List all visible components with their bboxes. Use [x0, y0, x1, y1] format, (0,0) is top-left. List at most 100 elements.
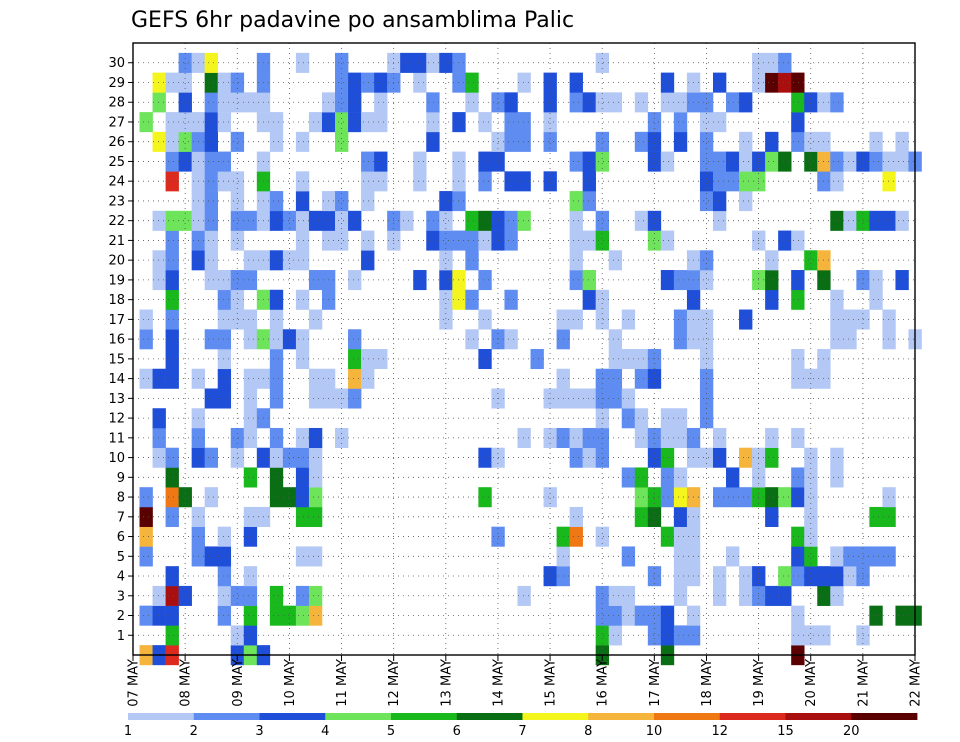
precip-cell — [374, 72, 388, 93]
precip-cell — [869, 151, 883, 172]
precip-cell — [295, 506, 310, 527]
precip-cell — [269, 368, 284, 389]
precip-cell — [295, 546, 310, 567]
precip-cell — [582, 388, 596, 409]
precip-cell — [282, 329, 297, 350]
precip-cell — [230, 427, 245, 449]
precip-cell — [282, 487, 297, 508]
precip-cell — [869, 270, 883, 291]
precip-cell — [830, 467, 844, 488]
precip-cell — [791, 230, 805, 251]
precip-cell — [269, 487, 284, 508]
precip-cell — [465, 250, 479, 271]
precip-cell — [726, 92, 740, 113]
precip-cell — [243, 92, 258, 113]
precip-cell — [569, 526, 583, 547]
precip-cell — [699, 191, 714, 212]
precip-cell — [165, 230, 179, 251]
precip-cell — [295, 487, 310, 508]
precip-cell — [712, 566, 727, 587]
precip-cell — [348, 368, 362, 389]
precip-cell — [673, 427, 688, 449]
precip-cell — [139, 546, 153, 567]
precip-cell — [699, 309, 714, 330]
precip-cell — [765, 585, 779, 606]
colorbar-segment — [325, 713, 392, 720]
precip-cell — [217, 526, 232, 547]
precip-cell — [582, 191, 596, 212]
colorbar-label: 2 — [190, 724, 198, 739]
y-tick-label: 25 — [108, 155, 125, 170]
precip-cell — [830, 309, 844, 330]
precip-cell — [269, 250, 284, 271]
precip-cell — [243, 605, 258, 626]
precip-cell — [204, 92, 219, 113]
precip-cell — [504, 230, 518, 251]
precip-cell — [152, 270, 166, 291]
precip-cell — [712, 72, 727, 93]
precip-cell — [308, 506, 323, 527]
precip-cell — [165, 72, 179, 93]
precip-cell — [269, 112, 284, 133]
precip-cell — [608, 349, 623, 370]
precip-cell — [165, 467, 179, 488]
precip-cell — [243, 270, 258, 291]
precip-cell — [517, 171, 531, 192]
precip-cell — [152, 427, 166, 449]
precip-cell — [243, 388, 258, 409]
precip-cell — [712, 210, 727, 231]
precip-cell — [165, 309, 179, 330]
precip-cell — [204, 131, 219, 152]
precip-cell — [504, 171, 518, 192]
precip-cell — [204, 388, 219, 409]
precip-cell — [269, 210, 284, 231]
precip-cell — [165, 566, 179, 587]
precip-cell — [335, 131, 349, 152]
precip-cell — [647, 112, 662, 133]
precip-cell — [595, 585, 610, 606]
precip-cell — [517, 585, 531, 606]
precip-cell — [308, 605, 323, 626]
precip-cell — [230, 230, 245, 251]
precip-cell — [739, 309, 753, 330]
precip-cell — [765, 131, 779, 152]
precip-cell — [739, 566, 753, 587]
precip-cell — [230, 72, 245, 93]
precip-cell — [673, 329, 688, 350]
precip-cell — [348, 72, 362, 93]
plot-frame — [132, 42, 916, 656]
colorbar-segment — [128, 713, 195, 720]
precip-cell — [673, 585, 688, 606]
precip-cell — [165, 585, 179, 606]
precip-cell — [361, 112, 375, 133]
precip-cell — [843, 566, 857, 587]
precip-cell — [165, 151, 179, 172]
precip-cell — [569, 427, 583, 449]
precip-cell — [843, 329, 857, 350]
precip-cell — [361, 368, 375, 389]
precip-cell — [165, 250, 179, 271]
x-tick-label: 19 MAY — [752, 659, 767, 707]
precip-cell — [765, 506, 779, 527]
precip-cell — [647, 349, 662, 370]
precip-cell — [178, 585, 192, 606]
precip-cell — [634, 467, 649, 488]
precip-cell — [595, 309, 610, 330]
precip-cell — [595, 131, 610, 152]
precip-cell — [869, 131, 883, 152]
precip-cell — [673, 92, 688, 113]
precip-cell — [374, 349, 388, 370]
precip-cell — [804, 447, 818, 468]
precip-cell — [634, 408, 649, 429]
colorbar-label: 20 — [843, 724, 860, 739]
precip-cell — [478, 230, 492, 251]
precip-cell — [517, 112, 531, 133]
y-tick-label: 19 — [108, 273, 125, 288]
precip-cell — [791, 625, 805, 646]
precip-cell — [699, 92, 714, 113]
precip-cell — [634, 131, 649, 152]
x-tick-label: 16 MAY — [596, 659, 611, 707]
precip-cell — [465, 92, 479, 113]
precip-cell — [895, 605, 909, 626]
precip-cell — [217, 329, 232, 350]
